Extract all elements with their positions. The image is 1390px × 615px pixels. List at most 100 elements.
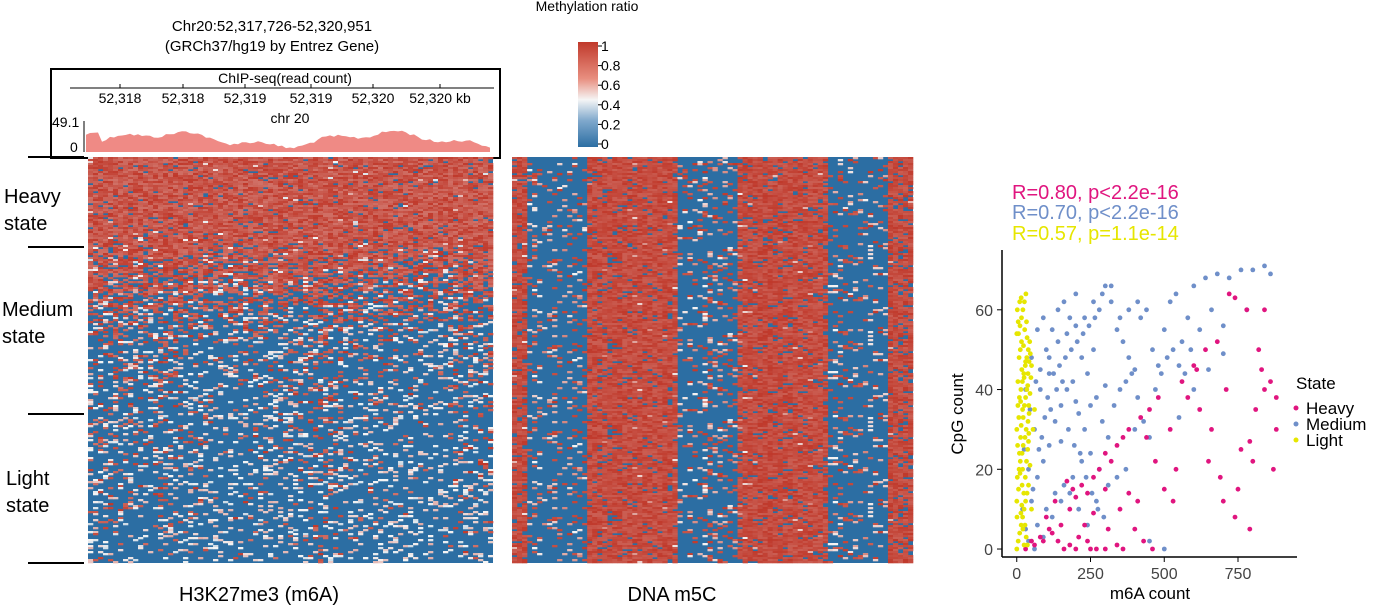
point-heavy bbox=[1185, 395, 1191, 400]
point-medium bbox=[1129, 371, 1135, 376]
state-label-light-2: state bbox=[6, 495, 49, 517]
point-light bbox=[1017, 458, 1023, 464]
point-light bbox=[1017, 299, 1023, 305]
state-separators bbox=[28, 156, 84, 564]
point-medium bbox=[1099, 291, 1105, 297]
point-light bbox=[1023, 395, 1028, 400]
point-medium bbox=[1101, 514, 1107, 520]
point-medium bbox=[1021, 447, 1027, 452]
point-heavy bbox=[1220, 498, 1226, 504]
point-heavy bbox=[1179, 379, 1185, 384]
point-heavy bbox=[1032, 542, 1037, 548]
point-heavy bbox=[1226, 291, 1232, 297]
point-medium bbox=[1067, 315, 1073, 321]
point-light bbox=[1026, 431, 1032, 436]
point-medium bbox=[1039, 435, 1045, 440]
point-medium bbox=[1102, 283, 1108, 289]
point-heavy bbox=[1173, 466, 1179, 472]
point-heavy bbox=[1102, 486, 1108, 492]
point-medium bbox=[1063, 355, 1068, 360]
point-medium bbox=[1268, 271, 1273, 277]
point-light bbox=[1019, 315, 1024, 321]
point-medium bbox=[1052, 419, 1058, 424]
point-light bbox=[1020, 379, 1025, 384]
colorbar-ticks: 1 0.8 0.6 0.4 0.2 0 bbox=[598, 38, 621, 152]
point-heavy bbox=[1262, 307, 1267, 313]
point-medium bbox=[1082, 315, 1087, 321]
point-medium bbox=[1067, 490, 1073, 496]
point-heavy bbox=[1170, 498, 1176, 504]
point-light bbox=[1023, 427, 1029, 432]
point-heavy bbox=[1250, 458, 1256, 464]
point-light bbox=[1020, 443, 1026, 448]
point-medium bbox=[1173, 291, 1179, 297]
point-medium bbox=[1092, 315, 1098, 321]
scatter-points bbox=[1014, 263, 1279, 552]
point-light bbox=[1024, 490, 1030, 496]
point-light bbox=[1024, 458, 1029, 464]
point-heavy bbox=[1120, 546, 1126, 552]
point-medium bbox=[1214, 271, 1220, 277]
point-medium bbox=[1191, 387, 1197, 392]
point-medium bbox=[1040, 458, 1046, 464]
heatmap-h3k27me3 bbox=[88, 157, 494, 564]
state-label-heavy-1: Heavy bbox=[4, 186, 61, 208]
point-medium bbox=[1126, 307, 1132, 313]
point-heavy bbox=[1055, 538, 1061, 544]
state-label-light-1: Light bbox=[6, 468, 50, 490]
point-light bbox=[1018, 510, 1024, 516]
point-light bbox=[1019, 482, 1025, 488]
point-medium bbox=[1052, 490, 1058, 496]
point-heavy bbox=[1052, 498, 1058, 504]
colorbar-title: Methylation ratio bbox=[536, 0, 639, 14]
point-medium bbox=[1099, 419, 1105, 424]
point-medium bbox=[1086, 323, 1092, 329]
point-medium bbox=[1120, 339, 1126, 345]
point-light bbox=[1021, 375, 1027, 380]
point-light bbox=[1014, 427, 1020, 432]
point-medium bbox=[1170, 347, 1176, 353]
point-heavy bbox=[1088, 546, 1093, 552]
point-medium bbox=[1088, 450, 1093, 456]
point-heavy bbox=[1076, 534, 1082, 540]
point-medium bbox=[1182, 371, 1188, 376]
point-medium bbox=[1061, 482, 1067, 488]
point-medium bbox=[1058, 403, 1064, 408]
locus-line2: (GRCh37/hg19 by Entrez Gene) bbox=[165, 38, 379, 55]
point-heavy bbox=[1126, 490, 1132, 496]
chrom-label: chr 20 bbox=[271, 110, 310, 126]
point-medium bbox=[1094, 395, 1099, 400]
point-medium bbox=[1083, 474, 1089, 480]
y-tick-label: 40 bbox=[975, 383, 993, 400]
point-medium bbox=[1114, 474, 1120, 480]
point-medium bbox=[1036, 447, 1042, 452]
point-heavy bbox=[1029, 538, 1034, 544]
point-heavy bbox=[1161, 486, 1167, 492]
point-light bbox=[1017, 450, 1022, 456]
point-light bbox=[1023, 534, 1029, 540]
point-medium bbox=[1176, 363, 1182, 368]
point-medium bbox=[1203, 275, 1208, 281]
point-medium bbox=[1076, 411, 1082, 416]
point-medium bbox=[1035, 327, 1040, 333]
point-light bbox=[1018, 399, 1023, 404]
legend-label-light: Light bbox=[1306, 431, 1343, 450]
point-medium bbox=[1032, 546, 1037, 552]
point-light bbox=[1019, 339, 1024, 345]
point-heavy bbox=[1223, 387, 1229, 392]
point-light bbox=[1022, 474, 1028, 480]
point-light bbox=[1021, 506, 1027, 512]
point-heavy bbox=[1085, 538, 1090, 544]
point-heavy bbox=[1232, 514, 1238, 520]
point-heavy bbox=[1070, 486, 1076, 492]
point-medium bbox=[1123, 466, 1129, 472]
point-medium bbox=[1088, 403, 1093, 408]
point-heavy bbox=[1197, 407, 1203, 412]
point-heavy bbox=[1144, 435, 1149, 440]
point-light bbox=[1021, 371, 1027, 376]
state-label-heavy-2: state bbox=[4, 213, 47, 235]
point-light bbox=[1017, 323, 1023, 329]
point-medium bbox=[1070, 379, 1076, 384]
point-light bbox=[1022, 403, 1027, 408]
